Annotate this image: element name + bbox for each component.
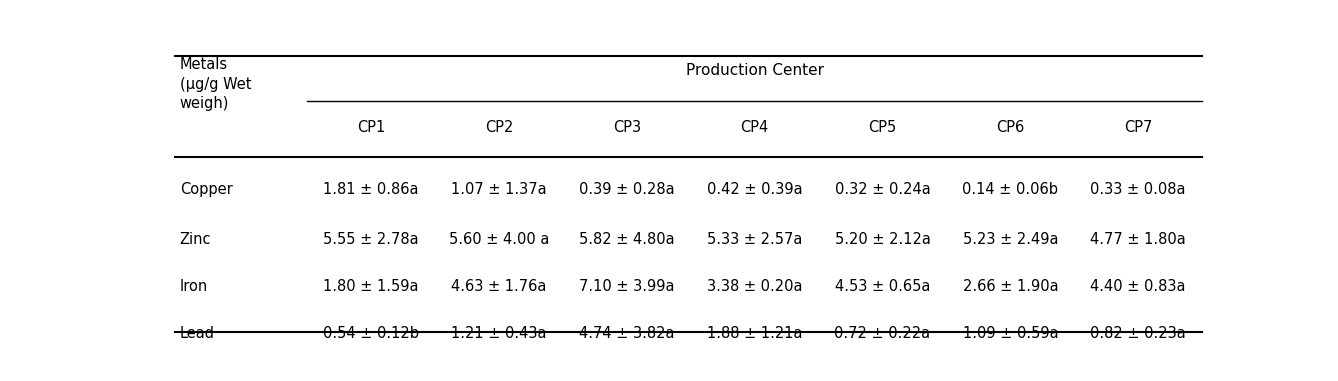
Text: 4.74 ± 3.82a: 4.74 ± 3.82a (579, 326, 674, 341)
Text: 0.39 ± 0.28a: 0.39 ± 0.28a (579, 182, 674, 197)
Text: CP2: CP2 (484, 120, 514, 135)
Text: 0.14 ± 0.06b: 0.14 ± 0.06b (962, 182, 1058, 197)
Text: CP7: CP7 (1124, 120, 1152, 135)
Text: 3.38 ± 0.20a: 3.38 ± 0.20a (706, 279, 803, 294)
Text: 0.54 ± 0.12b: 0.54 ± 0.12b (324, 326, 419, 341)
Text: 5.33 ± 2.57a: 5.33 ± 2.57a (706, 232, 803, 247)
Text: CP5: CP5 (868, 120, 896, 135)
Text: CP3: CP3 (613, 120, 641, 135)
Text: Production Center: Production Center (685, 63, 824, 78)
Text: 1.81 ± 0.86a: 1.81 ± 0.86a (324, 182, 419, 197)
Text: 4.53 ± 0.65a: 4.53 ± 0.65a (835, 279, 930, 294)
Text: 1.88 ± 1.21a: 1.88 ± 1.21a (706, 326, 803, 341)
Text: 2.66 ± 1.90a: 2.66 ± 1.90a (962, 279, 1058, 294)
Text: 5.23 ± 2.49a: 5.23 ± 2.49a (962, 232, 1058, 247)
Text: Iron: Iron (179, 279, 207, 294)
Text: 5.20 ± 2.12a: 5.20 ± 2.12a (835, 232, 930, 247)
Text: Copper: Copper (179, 182, 233, 197)
Text: 7.10 ± 3.99a: 7.10 ± 3.99a (579, 279, 674, 294)
Text: 5.60 ± 4.00 a: 5.60 ± 4.00 a (448, 232, 549, 247)
Text: Metals
(µg/g Wet
weigh): Metals (µg/g Wet weigh) (179, 58, 252, 111)
Text: CP1: CP1 (357, 120, 385, 135)
Text: 5.82 ± 4.80a: 5.82 ± 4.80a (579, 232, 674, 247)
Text: 0.82 ± 0.23a: 0.82 ± 0.23a (1090, 326, 1185, 341)
Text: 1.80 ± 1.59a: 1.80 ± 1.59a (324, 279, 419, 294)
Text: 1.21 ± 0.43a: 1.21 ± 0.43a (451, 326, 547, 341)
Text: Zinc: Zinc (179, 232, 211, 247)
Text: Lead: Lead (179, 326, 214, 341)
Text: 1.07 ± 1.37a: 1.07 ± 1.37a (451, 182, 547, 197)
Text: 4.40 ± 0.83a: 4.40 ± 0.83a (1090, 279, 1185, 294)
Text: 0.72 ± 0.22a: 0.72 ± 0.22a (835, 326, 931, 341)
Text: 0.32 ± 0.24a: 0.32 ± 0.24a (835, 182, 930, 197)
Text: CP4: CP4 (740, 120, 769, 135)
Text: 0.33 ± 0.08a: 0.33 ± 0.08a (1090, 182, 1185, 197)
Text: CP6: CP6 (997, 120, 1025, 135)
Text: 1.09 ± 0.59a: 1.09 ± 0.59a (962, 326, 1058, 341)
Text: 0.42 ± 0.39a: 0.42 ± 0.39a (706, 182, 803, 197)
Text: 4.77 ± 1.80a: 4.77 ± 1.80a (1090, 232, 1185, 247)
Text: 5.55 ± 2.78a: 5.55 ± 2.78a (324, 232, 419, 247)
Text: 4.63 ± 1.76a: 4.63 ± 1.76a (451, 279, 547, 294)
